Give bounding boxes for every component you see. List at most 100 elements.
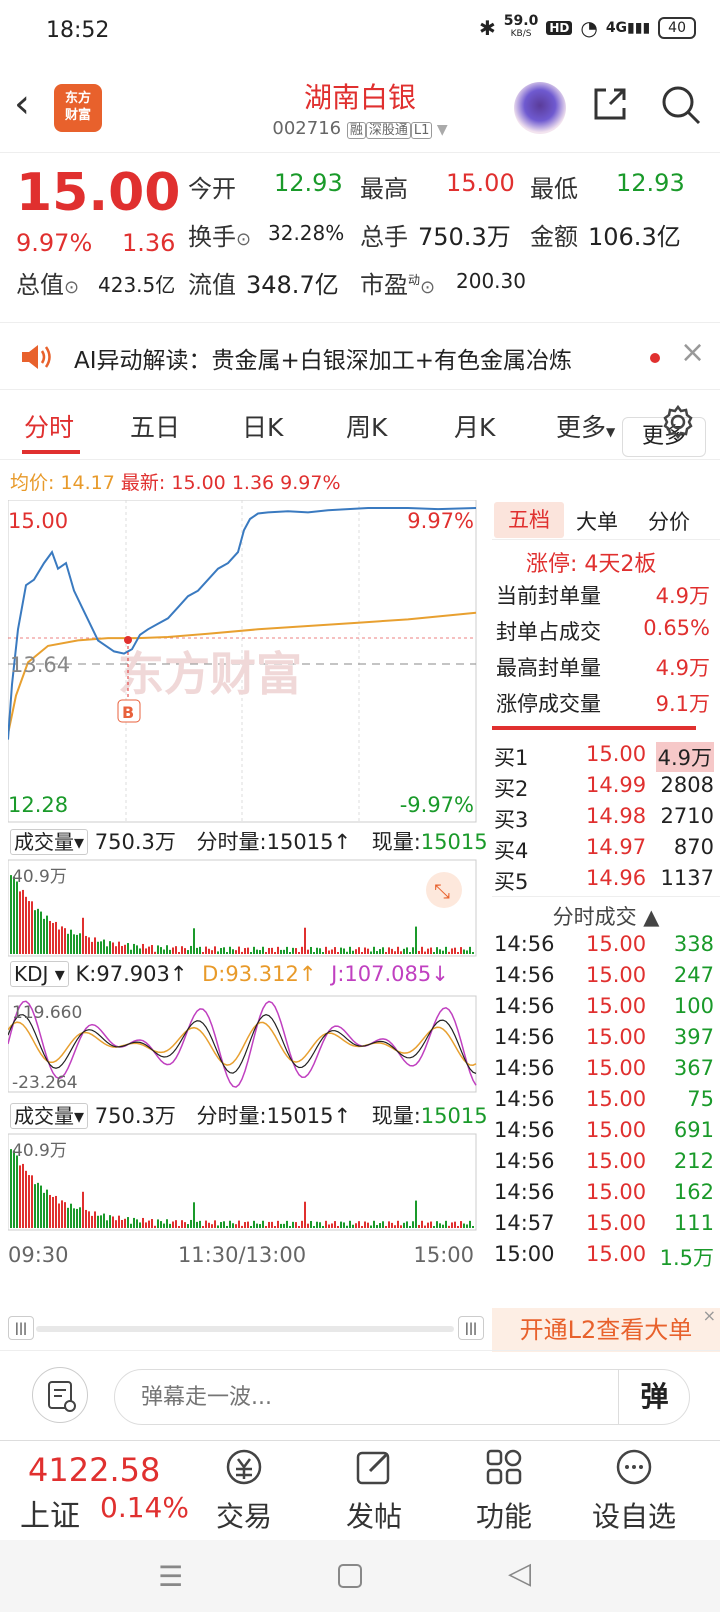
order-book-row[interactable]: 买2 14.99 2808 [494, 773, 714, 801]
tab-monthly[interactable]: 月K [454, 413, 496, 442]
tab-5day[interactable]: 五日 [130, 413, 181, 442]
expand-button[interactable] [426, 872, 462, 908]
volume-pane-2 [8, 1133, 477, 1231]
chart-scrollbar[interactable]: ||| ||| [8, 1316, 484, 1342]
tab-daily[interactable]: 日K [242, 413, 284, 442]
close-icon[interactable]: × [702, 1306, 716, 1325]
order-book-row[interactable]: 买4 14.97 870 [494, 835, 714, 863]
comment-list-icon[interactable] [32, 1367, 88, 1423]
avg-price-line: 均价: 14.17 最新: 15.00 1.36 9.97% [10, 472, 341, 494]
low-value: 12.93 [616, 169, 685, 197]
tab-more[interactable]: 更多▼ [556, 413, 616, 442]
index-percent: 0.14% [100, 1491, 189, 1524]
order-book-row[interactable]: 买1 15.00 4.9万 [494, 742, 714, 772]
more-circle-icon [616, 1449, 652, 1485]
chevron-down-icon: ▼ [432, 122, 448, 138]
seal-stat-row: 当前封单量 4.9万 [496, 584, 710, 608]
tick-row: 14:56 15.00 367 [494, 1056, 714, 1080]
time-end-label: 15:00 [413, 1243, 474, 1267]
stock-code-line[interactable]: 002716 融深股通 L1 ▼ [272, 118, 448, 139]
volume-max-label-2: 40.9万 [12, 1141, 67, 1161]
trade-button[interactable]: 交易 [194, 1447, 294, 1535]
tab-order-book[interactable]: 五档 [494, 502, 564, 538]
kdj-pane [8, 995, 477, 1093]
add-watchlist-button[interactable]: 设自选 [584, 1447, 684, 1535]
ai-assistant-icon[interactable] [514, 82, 566, 134]
volume-toolbar: 成交量▾ 750.3万 分时量:15015↑ 现量:15015 [10, 826, 488, 856]
volume-pane [8, 859, 477, 957]
search-icon[interactable] [660, 84, 702, 126]
bottom-pct-label: -9.97% [400, 793, 474, 817]
order-book-row[interactable]: 买3 14.98 2710 [494, 804, 714, 832]
amount-label: 金额 [530, 223, 578, 251]
order-book-row[interactable]: 买5 14.96 1137 [494, 866, 714, 894]
float-value: 348.7亿 [246, 271, 339, 299]
tab-big-orders[interactable]: 大单 [576, 510, 618, 534]
buy-marker[interactable] [117, 699, 141, 723]
close-icon[interactable]: × [680, 335, 706, 370]
info-icon: ⊙ [64, 277, 80, 298]
volume-select[interactable]: 成交量▾ [10, 829, 89, 855]
tab-price-dist[interactable]: 分价 [648, 510, 690, 534]
volume-bars-2 [10, 1149, 474, 1229]
net-speed: 59.0 KB/S [503, 13, 539, 39]
volume-label: 总手 [360, 223, 408, 251]
tick-row: 14:56 15.00 162 [494, 1180, 714, 1204]
ai-banner[interactable]: AI异动解读：贵金属+白银深加工+有色金属冶炼 × [0, 322, 720, 390]
watermark: 东方财富 [118, 647, 302, 701]
bluetooth-icon: ✱ [479, 16, 496, 40]
volume-value: 750.3万 [418, 223, 511, 251]
share-icon[interactable] [590, 84, 630, 124]
tick-row: 14:56 15.00 212 [494, 1149, 714, 1173]
intraday-chart-area[interactable]: 东方财富 B 15.00 9.97% 13.64 12.28 -9.97% 40… [8, 500, 488, 1500]
bottom-price-label: 12.28 [8, 793, 68, 817]
post-button[interactable]: 发帖 [324, 1447, 424, 1535]
tick-row: 14:56 15.00 338 [494, 932, 714, 956]
danmu-input[interactable] [114, 1369, 690, 1425]
volume-select-2[interactable]: 成交量▾ [10, 1103, 89, 1129]
top-price-label: 15.00 [8, 509, 68, 533]
time-mid-label: 11:30/13:00 [178, 1243, 306, 1267]
home-icon[interactable] [338, 1564, 362, 1588]
tab-intraday[interactable]: 分时 [24, 413, 75, 442]
tick-row: 14:56 15.00 691 [494, 1118, 714, 1142]
high-value: 15.00 [446, 169, 515, 197]
open-value: 12.93 [274, 169, 343, 197]
stock-header: ‹ 东方 财富 湖南白银 002716 融深股通 L1 ▼ [0, 64, 720, 152]
scroll-handle-left[interactable]: ||| [8, 1316, 34, 1340]
gear-icon[interactable] [660, 404, 696, 440]
speaker-icon [22, 345, 51, 369]
functions-button[interactable]: 功能 [454, 1447, 554, 1535]
app-logo[interactable]: 东方 财富 [54, 84, 102, 132]
open-l2-button[interactable]: 开通L2查看大单 × [492, 1306, 720, 1352]
change-amount: 1.36 [122, 229, 176, 257]
index-value[interactable]: 4122.58 [28, 1451, 161, 1489]
tick-row: 14:57 15.00 111 [494, 1211, 714, 1235]
buy-marker-label: B [122, 703, 134, 722]
danmu-toggle-button[interactable]: 弹 [618, 1369, 690, 1425]
stock-name: 湖南白银 [303, 81, 416, 114]
pe-label[interactable]: 市盈动⊙ [360, 271, 436, 299]
trade-icon [226, 1449, 262, 1485]
kdj-toolbar: KDJ ▾ K:97.903↑ D:93.312↑ J:107.085↓ [10, 961, 449, 987]
signal-icon: 4G▮▮▮ [605, 20, 651, 36]
index-name[interactable]: 上证 [20, 1499, 80, 1534]
tab-weekly[interactable]: 周K [346, 413, 388, 442]
avg-price-series [8, 611, 477, 735]
volume-bars [10, 875, 474, 955]
scroll-handle-right[interactable]: ||| [458, 1316, 484, 1340]
last-price: 15.00 [16, 163, 181, 223]
mcap-label[interactable]: 总值⊙ [16, 271, 80, 299]
back-icon[interactable]: ‹ [14, 81, 30, 127]
menu-icon[interactable]: ☰ [158, 1560, 184, 1593]
seal-stat-row: 最高封单量 4.9万 [496, 656, 710, 680]
unread-dot [650, 353, 660, 363]
pe-value: 200.30 [456, 269, 526, 293]
chart-canvas[interactable]: 东方财富 B 15.00 9.97% 13.64 12.28 -9.97% 40… [8, 500, 488, 1320]
time-start-label: 09:30 [8, 1243, 69, 1267]
kdj-select[interactable]: KDJ ▾ [10, 961, 69, 987]
ticks-title[interactable]: 分时成交 ▲ [492, 896, 720, 931]
turnover-label[interactable]: 换手⊙ [188, 223, 252, 251]
back-nav-icon[interactable]: ◁ [508, 1556, 532, 1591]
tick-row: 15:00 15.00 1.5万 [494, 1242, 714, 1270]
